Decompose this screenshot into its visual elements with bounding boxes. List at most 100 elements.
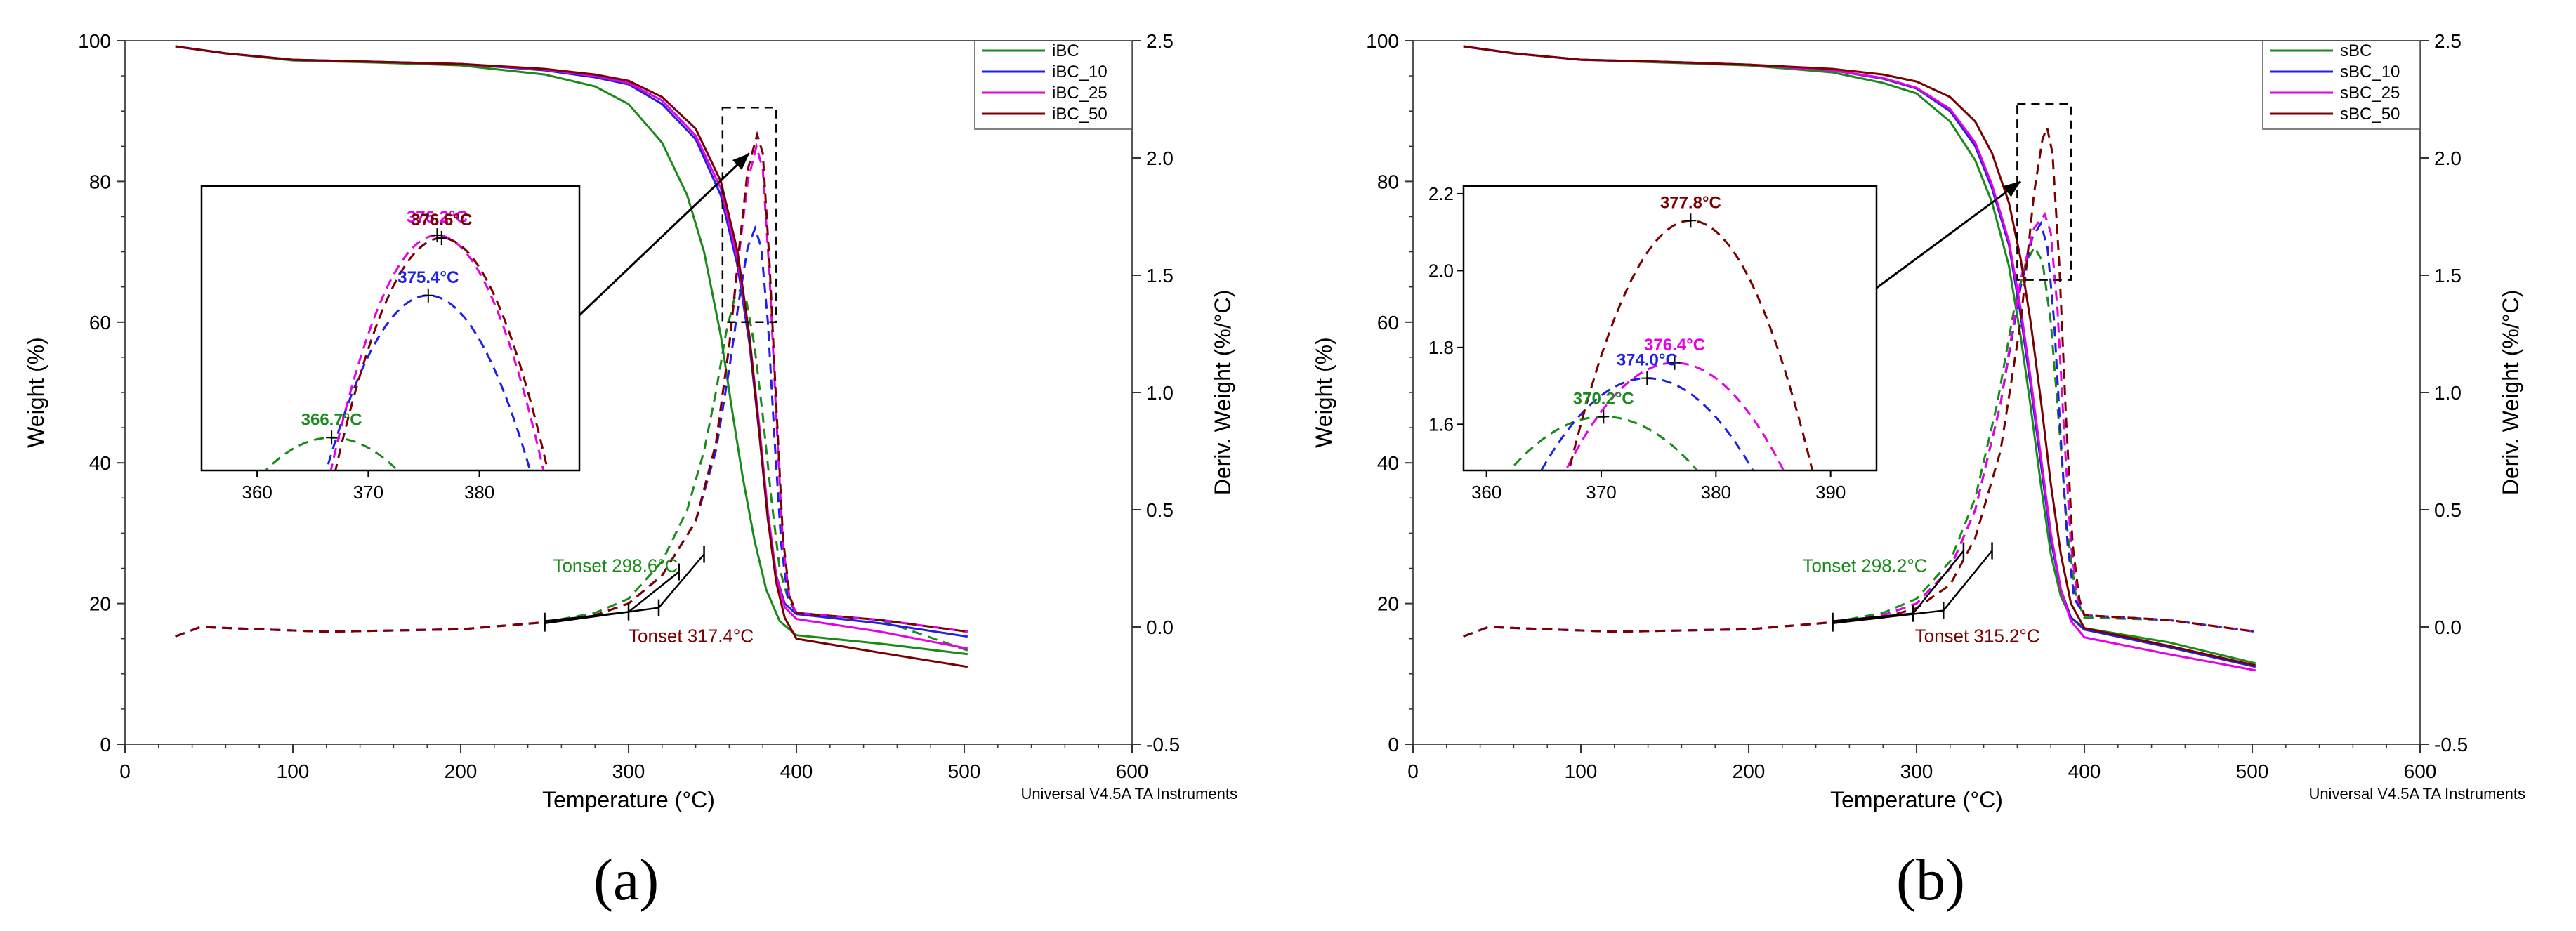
y-tick-label: 20 [1377,593,1399,615]
onset-label: Tonset 315.2°C [1915,626,2040,647]
inset-curves [264,228,549,470]
inset-y-tick-label: 1.6 [1428,414,1454,435]
legend-label: sBC_50 [2340,105,2400,124]
y-tick-label: 60 [1377,312,1399,334]
chart-panel-a: 0 100 200 300 400 500 600 0 20 40 60 80 100 -0.5 0.0 0.… [23,30,1237,812]
inset-peak-label: 370.2°C [1573,389,1634,408]
y2-tick-label: -0.5 [1146,734,1180,755]
inset-x-tick-label: 360 [242,482,272,503]
x-tick-label: 600 [2404,760,2437,782]
footer-text: Universal V4.5A TA Instruments [2308,785,2525,803]
x-tick-label: 500 [2236,760,2269,782]
onset-label: Tonset 298.6°C [553,555,678,576]
inset-x-tick-label: 380 [464,482,494,503]
y-tick-label: 100 [1366,30,1399,52]
x-axis-label: Temperature (°C) [1830,787,2003,812]
series-weight-sBC_50 [1463,45,2256,667]
inset-frame [1462,185,1878,472]
footer-text: Universal V4.5A TA Instruments [1020,785,1237,803]
y-tick-label: 80 [1377,171,1399,192]
inset-curve-iBC_10 [325,294,532,470]
inset-peak-label: 376.6°C [411,211,472,230]
inset-x-tick-label: 360 [1471,482,1501,503]
legend-label: sBC_10 [2340,62,2400,81]
inset-x-tick-label: 390 [1815,482,1846,503]
x-tick-label: 100 [277,760,310,782]
series-weight-iBC_50 [175,45,968,668]
inset-x-tick-label: 370 [353,482,383,503]
y2-tick-label: 0.5 [2434,499,2462,521]
y-tick-label: 0 [100,734,111,755]
inset-peak-label: 374.0°C [1617,351,1678,370]
inset-frame [200,185,581,472]
y-tick-label: 100 [78,30,111,52]
legend-label: iBC_10 [1052,62,1108,81]
x-tick-label: 400 [2068,760,2101,782]
series-deriv-sBC_10 [1463,220,2256,638]
inset-x-tick-label: 370 [1586,482,1616,503]
y2-axis-label: Deriv. Weight (%/°C) [1210,290,1235,496]
y2-tick-label: -0.5 [2434,734,2468,755]
y2-tick-label: 0.0 [1146,616,1174,638]
y2-tick-label: 1.0 [1146,382,1174,404]
legend-label: sBC [2340,41,2372,60]
inset-peak-label: 376.2°C [407,208,468,227]
y2-tick-label: 0.0 [2434,616,2462,638]
y-tick-label: 0 [1388,734,1399,755]
y2-tick-label: 2.0 [2434,147,2462,169]
y2-tick-label: 1.5 [1146,265,1174,286]
x-axis-label: Temperature (°C) [542,787,715,812]
y2-tick-label: 2.0 [1146,147,1174,169]
zoom-arrow-head [2003,181,2021,197]
x-tick-label: 500 [948,760,981,782]
y-tick-label: 40 [1377,452,1399,474]
legend-label: iBC [1052,41,1079,60]
inset-x-tick-label: 380 [1701,482,1731,503]
y-tick-label: 60 [89,312,111,334]
y2-tick-label: 2.5 [2434,30,2462,52]
x-tick-label: 100 [1565,760,1598,782]
zoom-box [721,106,777,324]
y-tick-label: 40 [89,452,111,474]
y2-axis-label: Deriv. Weight (%/°C) [2498,290,2523,496]
legend-label: iBC_25 [1052,84,1108,103]
onset-label: Tonset 317.4°C [629,626,754,647]
y2-tick-label: 1.5 [2434,265,2462,286]
legend-label: iBC_50 [1052,105,1108,124]
x-tick-label: 200 [1733,760,1766,782]
zoom-arrow [564,152,751,330]
y2-tick-label: 2.5 [1146,30,1174,52]
zoom-arrow-head [732,153,750,170]
inset-y-tick-label: 2.0 [1428,260,1454,281]
series-deriv-iBC_50 [175,131,968,638]
inset-peak-label: 375.4°C [397,268,459,287]
x-tick-label: 300 [612,760,645,782]
series-deriv-sBC_50 [1463,124,2256,638]
chart-panel-b: 0 100 200 300 400 500 600 0 20 40 60 80 100 -0.5 0.0 0.… [1311,30,2525,812]
x-tick-label: 0 [1407,760,1419,782]
x-tick-label: 0 [119,760,131,782]
inset-y-tick-label: 2.2 [1428,183,1454,204]
panel-label-a: (a) [593,847,659,913]
y-tick-label: 80 [89,171,111,192]
series-deriv-sBC_25 [1463,212,2256,638]
y-tick-label: 20 [89,593,111,615]
inset-curve-iBC_25 [329,234,545,470]
onset-label: Tonset 298.2°C [1802,555,1927,576]
inset-curves [1508,213,1814,470]
y-axis-label: Weight (%) [23,337,48,448]
inset-y-tick-label: 1.8 [1428,337,1454,358]
legend-label: sBC_25 [2340,84,2400,103]
x-tick-label: 200 [445,760,478,782]
inset-peak-label: 366.7°C [301,410,362,429]
x-tick-label: 600 [1116,760,1149,782]
y2-tick-label: 0.5 [1146,499,1174,521]
y-axis-label: Weight (%) [1311,337,1336,448]
inset-peak-label: 376.4°C [1644,336,1705,355]
y2-tick-label: 1.0 [2434,382,2462,404]
x-tick-label: 400 [780,760,813,782]
panel-label-b: (b) [1896,847,1965,913]
inset-peak-label: 377.8°C [1660,193,1721,212]
x-tick-label: 300 [1900,760,1933,782]
